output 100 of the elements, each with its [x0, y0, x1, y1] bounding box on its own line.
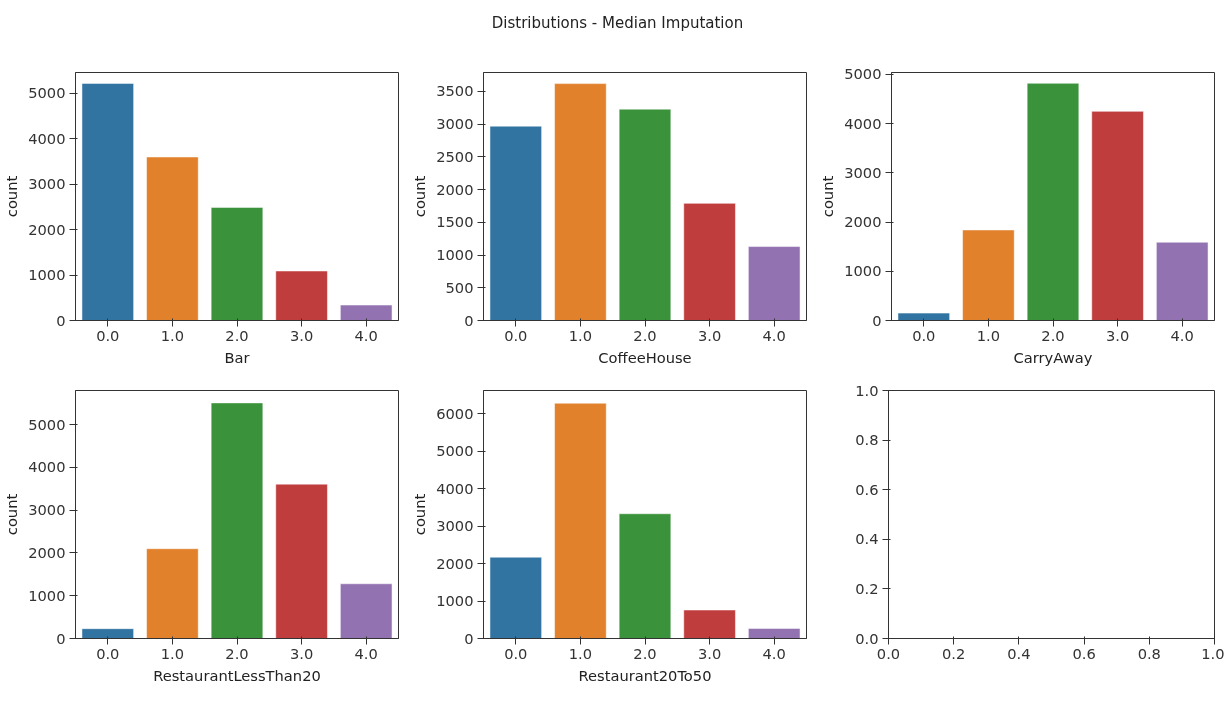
x-tick-label: 0.8: [1137, 644, 1161, 662]
chart-title: Distributions - Median Imputation: [491, 13, 744, 34]
bar: [489, 556, 542, 639]
y-tick-label: 0: [464, 311, 474, 329]
x-tick-label: 0.0: [876, 644, 901, 662]
y-tick-label: 3500: [436, 82, 474, 100]
y-tick-label: 1000: [28, 586, 66, 604]
y-tick-label: 5000: [28, 84, 66, 102]
x-tick-label: 0.0: [912, 326, 936, 344]
y-tick-label: 1000: [436, 592, 474, 610]
y-axis-title: count: [819, 175, 837, 218]
y-tick-label: 0.8: [855, 431, 879, 449]
y-tick-label: 3000: [436, 517, 474, 535]
bar: [618, 108, 672, 321]
x-tick-label: 2.0: [633, 644, 657, 662]
bar: [210, 402, 264, 639]
x-tick-label: 3.0: [697, 326, 722, 344]
y-tick-label: 3000: [436, 115, 474, 133]
y-tick-label: 0.4: [855, 530, 879, 548]
x-tick-label: 0.0: [504, 326, 528, 344]
y-tick-label: 1.0: [855, 381, 879, 399]
x-tick-label: 0.6: [1072, 644, 1096, 662]
y-tick-label: 500: [445, 278, 474, 296]
y-tick-label: 2000: [28, 543, 66, 561]
y-tick-label: 2000: [436, 554, 474, 572]
bar: [683, 609, 736, 639]
y-tick-label: 1500: [436, 213, 474, 231]
x-axis-title: RestaurantLessThan20: [153, 666, 321, 684]
x-tick-label: 4.0: [762, 326, 786, 344]
y-tick-label: 0: [872, 311, 882, 329]
x-axis-title: CarryAway: [1013, 348, 1093, 366]
y-tick-label: 5000: [436, 442, 474, 460]
x-tick-label: 1.0: [568, 644, 593, 662]
bar: [1091, 111, 1144, 321]
bar: [489, 125, 542, 321]
bar: [1026, 83, 1080, 321]
x-tick-label: 1.0: [976, 326, 1001, 344]
bar: [554, 402, 607, 639]
x-tick-label: 0.0: [96, 644, 120, 662]
y-tick-label: 5000: [28, 415, 66, 433]
bar: [683, 203, 736, 321]
x-tick-label: 3.0: [289, 644, 314, 662]
y-tick-label: 5000: [844, 65, 882, 83]
bar: [748, 246, 801, 321]
y-axis-title: count: [411, 493, 429, 536]
x-tick-label: 2.0: [1041, 326, 1065, 344]
y-tick-label: 0: [464, 629, 474, 647]
y-tick-label: 4000: [28, 458, 66, 476]
x-tick-label: 0.0: [96, 326, 120, 344]
y-tick-label: 0.6: [855, 480, 879, 498]
bar: [81, 628, 134, 639]
y-tick-label: 4000: [844, 114, 882, 132]
bar: [618, 513, 672, 639]
y-tick-label: 2000: [436, 180, 474, 198]
bar: [748, 628, 801, 639]
x-tick-label: 3.0: [1105, 326, 1130, 344]
bar: [146, 548, 199, 639]
x-tick-label: 0.4: [1007, 644, 1031, 662]
bar: [1156, 242, 1209, 321]
y-tick-label: 3000: [844, 163, 882, 181]
x-tick-label: 3.0: [697, 644, 722, 662]
x-tick-label: 3.0: [289, 326, 314, 344]
y-tick-label: 1000: [28, 266, 66, 284]
bar: [275, 483, 328, 639]
x-tick-label: 4.0: [354, 326, 378, 344]
y-tick-label: 2000: [28, 220, 66, 238]
y-tick-label: 4000: [28, 129, 66, 147]
y-tick-label: 3000: [28, 175, 66, 193]
x-tick-label: 1.0: [160, 326, 185, 344]
x-tick-label: 2.0: [225, 644, 249, 662]
x-tick-label: 1.0: [160, 644, 185, 662]
y-tick-label: 0.2: [855, 579, 879, 597]
x-tick-label: 4.0: [762, 644, 786, 662]
x-tick-label: 4.0: [354, 644, 378, 662]
bar: [554, 83, 607, 321]
x-axis-title: Bar: [224, 348, 251, 366]
y-tick-label: 1000: [844, 262, 882, 280]
bar: [340, 304, 393, 321]
y-tick-label: 6000: [436, 404, 474, 422]
x-tick-label: 2.0: [225, 326, 249, 344]
bar: [210, 207, 264, 321]
y-axis-title: count: [3, 175, 21, 218]
y-tick-label: 0: [56, 629, 66, 647]
bar: [81, 83, 134, 321]
y-tick-label: 3000: [28, 501, 66, 519]
x-tick-label: 0.2: [942, 644, 966, 662]
x-tick-label: 2.0: [633, 326, 657, 344]
bar: [340, 583, 393, 639]
y-tick-label: 0.0: [855, 629, 879, 647]
y-tick-label: 2500: [436, 147, 474, 165]
x-tick-label: 4.0: [1170, 326, 1194, 344]
y-tick-label: 1000: [436, 246, 474, 264]
x-tick-label: 1.0: [1201, 644, 1225, 662]
bar: [962, 229, 1015, 321]
bar: [897, 312, 950, 321]
y-axis-title: count: [411, 175, 429, 218]
y-tick-label: 2000: [844, 213, 882, 231]
x-tick-label: 0.0: [504, 644, 528, 662]
y-axis-title: count: [3, 493, 21, 536]
x-axis-title: CoffeeHouse: [598, 348, 692, 366]
